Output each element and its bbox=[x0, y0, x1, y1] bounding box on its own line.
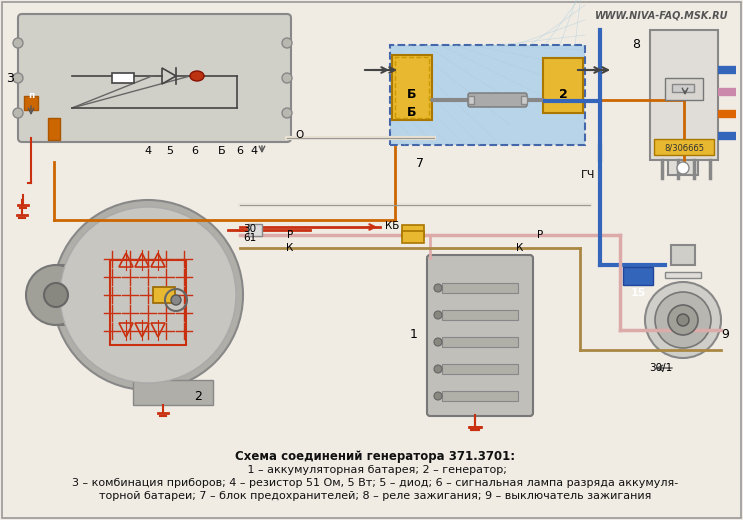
Bar bbox=[672, 84, 694, 92]
Bar bbox=[24, 96, 38, 110]
Text: 7: 7 bbox=[416, 157, 424, 170]
Bar bbox=[671, 245, 695, 265]
Bar bbox=[623, 267, 653, 285]
Circle shape bbox=[13, 108, 23, 118]
Bar bbox=[468, 96, 474, 104]
Circle shape bbox=[668, 305, 698, 335]
Text: ГЧ: ГЧ bbox=[580, 170, 595, 180]
Bar bbox=[48, 118, 60, 140]
Ellipse shape bbox=[190, 71, 204, 81]
Bar bbox=[442, 391, 518, 401]
Text: 4: 4 bbox=[144, 146, 152, 156]
Bar bbox=[650, 30, 718, 160]
FancyBboxPatch shape bbox=[468, 93, 527, 107]
Text: 30/1: 30/1 bbox=[649, 363, 672, 373]
Circle shape bbox=[655, 292, 711, 348]
Text: 30: 30 bbox=[243, 224, 256, 234]
Circle shape bbox=[13, 73, 23, 83]
Text: К: К bbox=[516, 243, 524, 253]
Text: торной батареи; 7 – блок предохранителей; 8 – реле зажигания; 9 – выключатель за: торной батареи; 7 – блок предохранителей… bbox=[99, 491, 651, 501]
Text: 2: 2 bbox=[194, 390, 202, 403]
Bar bbox=[402, 231, 424, 243]
Circle shape bbox=[434, 311, 442, 319]
Bar bbox=[442, 283, 518, 293]
Text: Б: Б bbox=[218, 146, 226, 156]
Text: 1: 1 bbox=[410, 329, 418, 342]
Circle shape bbox=[434, 392, 442, 400]
Bar bbox=[390, 45, 585, 145]
Bar bbox=[402, 225, 424, 237]
Text: 1 – аккумуляторная батарея; 2 – генератор;: 1 – аккумуляторная батарея; 2 – генерато… bbox=[244, 465, 507, 475]
Circle shape bbox=[282, 73, 292, 83]
Text: п: п bbox=[28, 92, 34, 100]
Text: 5: 5 bbox=[166, 146, 174, 156]
Text: 8/30б6б5: 8/30б6б5 bbox=[664, 144, 704, 152]
Text: 61: 61 bbox=[243, 233, 256, 243]
Bar bbox=[395, 57, 429, 118]
Text: Р: Р bbox=[287, 230, 293, 240]
Text: К: К bbox=[286, 243, 293, 253]
Bar bbox=[133, 380, 213, 405]
Bar bbox=[110, 260, 186, 345]
Text: 8: 8 bbox=[632, 38, 640, 51]
Text: WWW.NIVA-FAQ.MSK.RU: WWW.NIVA-FAQ.MSK.RU bbox=[594, 10, 728, 20]
Circle shape bbox=[434, 284, 442, 292]
Circle shape bbox=[434, 365, 442, 373]
Text: Схема соединений генератора 371.3701:: Схема соединений генератора 371.3701: bbox=[235, 450, 515, 463]
Circle shape bbox=[53, 200, 243, 390]
Text: 15: 15 bbox=[630, 288, 646, 298]
Circle shape bbox=[677, 162, 689, 174]
Circle shape bbox=[677, 314, 689, 326]
Text: 9: 9 bbox=[721, 329, 729, 342]
Bar bbox=[543, 58, 583, 113]
Bar bbox=[153, 287, 175, 303]
Bar bbox=[665, 272, 701, 278]
Text: 6: 6 bbox=[192, 146, 198, 156]
Circle shape bbox=[26, 265, 86, 325]
Text: Б: Б bbox=[407, 88, 417, 101]
Text: 2: 2 bbox=[559, 88, 568, 101]
Circle shape bbox=[282, 38, 292, 48]
Bar bbox=[442, 337, 518, 347]
Text: КБ: КБ bbox=[385, 221, 400, 231]
Bar bbox=[665, 78, 703, 100]
FancyBboxPatch shape bbox=[18, 14, 291, 142]
Bar bbox=[392, 55, 432, 120]
Circle shape bbox=[13, 38, 23, 48]
Text: 3: 3 bbox=[6, 71, 14, 84]
Bar bbox=[112, 73, 134, 83]
Text: О: О bbox=[295, 130, 303, 140]
Circle shape bbox=[171, 295, 181, 305]
Bar bbox=[654, 139, 714, 155]
Text: 6: 6 bbox=[236, 146, 244, 156]
Text: 4: 4 bbox=[250, 146, 258, 156]
FancyBboxPatch shape bbox=[427, 255, 533, 416]
Circle shape bbox=[60, 207, 236, 383]
Circle shape bbox=[645, 282, 721, 358]
Circle shape bbox=[44, 283, 68, 307]
Bar bbox=[248, 224, 262, 236]
Text: Р: Р bbox=[537, 230, 543, 240]
Text: 3 – комбинация приборов; 4 – резистор 51 Ом, 5 Вт; 5 – диод; 6 – сигнальная ламп: 3 – комбинация приборов; 4 – резистор 51… bbox=[72, 478, 678, 488]
Circle shape bbox=[434, 338, 442, 346]
Circle shape bbox=[282, 108, 292, 118]
Bar bbox=[521, 96, 527, 104]
Bar bbox=[668, 160, 698, 175]
Text: Б: Б bbox=[407, 107, 417, 120]
Bar bbox=[442, 364, 518, 374]
Bar bbox=[442, 310, 518, 320]
